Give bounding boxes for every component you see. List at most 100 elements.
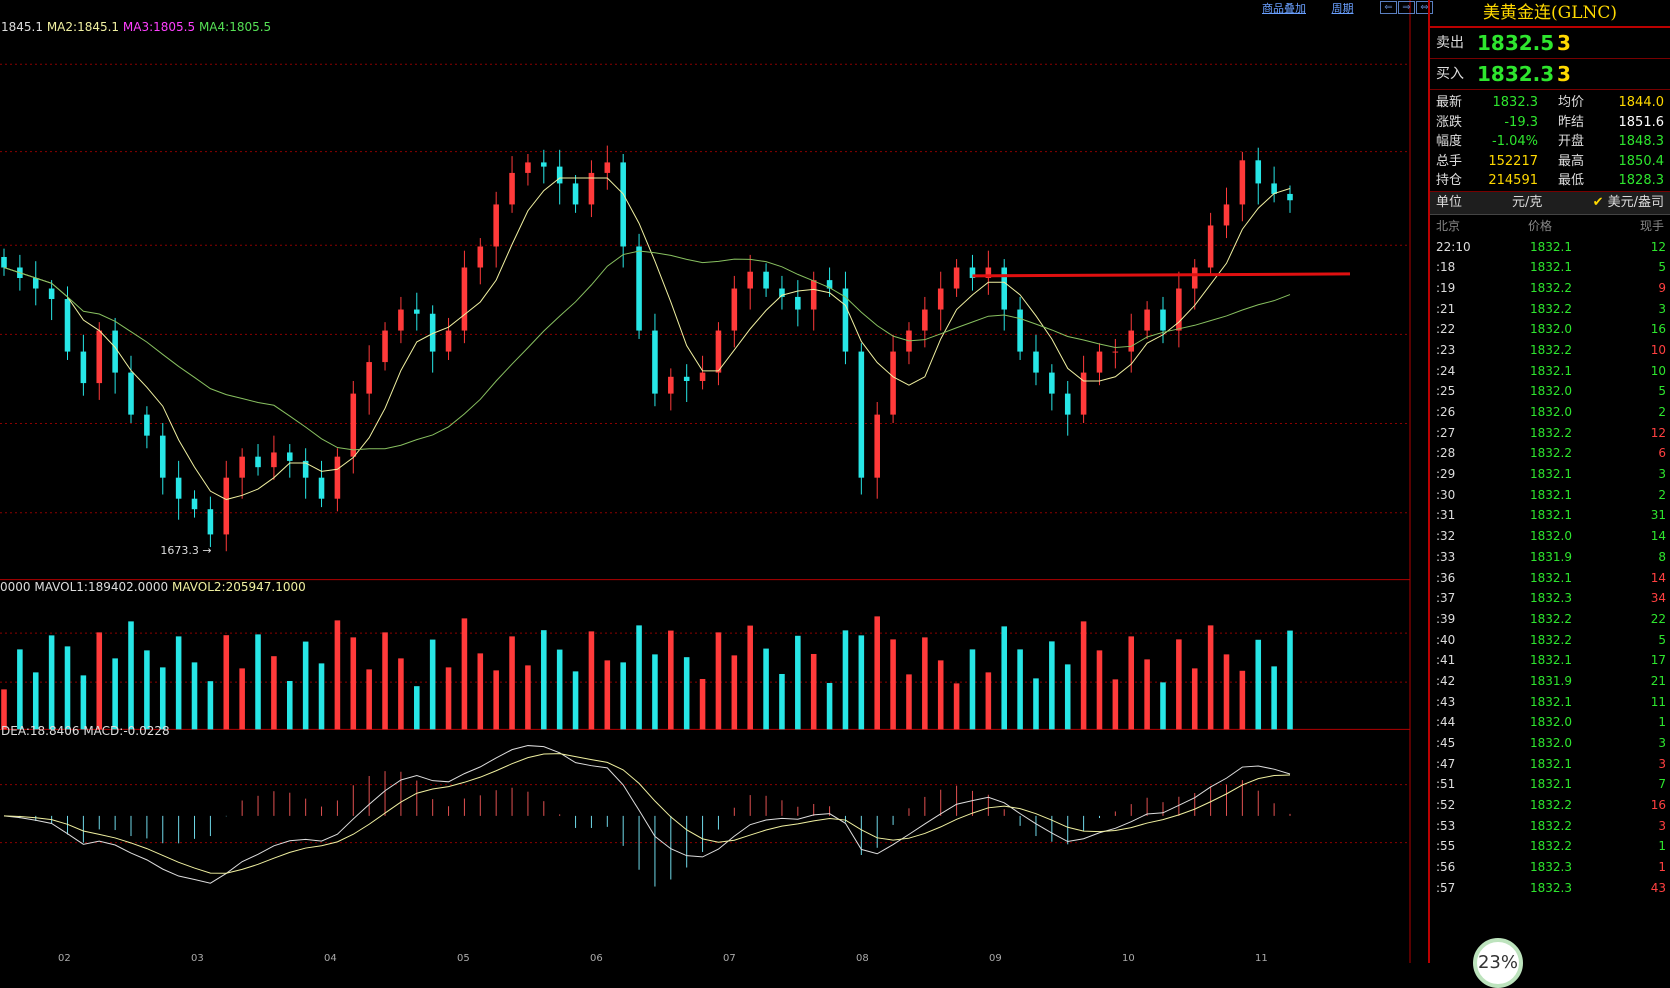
- volume-bar: [1207, 625, 1214, 730]
- volume-bar: [223, 635, 230, 730]
- volume-bar: [668, 630, 674, 730]
- candle-body: [461, 267, 468, 331]
- macd-value: MACD:-0.0228: [83, 724, 170, 738]
- candle-body: [969, 267, 976, 279]
- candle-body: [239, 456, 245, 478]
- stat-value: 1832.3: [1492, 95, 1539, 110]
- tick-qty: 8: [1658, 549, 1666, 564]
- volume-bar: [1128, 636, 1135, 730]
- tick-price: 1832.1: [1530, 487, 1572, 502]
- stat-label: 均价: [1558, 95, 1585, 110]
- candle-body: [890, 351, 896, 415]
- bid-qty: 3: [1557, 62, 1571, 86]
- tick-header-time: 北京: [1436, 218, 1461, 233]
- volume-bar: [414, 686, 420, 730]
- volume-bar: [1144, 659, 1150, 730]
- ma3-value: MA3:1805.5: [122, 20, 196, 34]
- period-link[interactable]: 周期: [1331, 2, 1354, 15]
- ask-qty: 3: [1557, 31, 1571, 55]
- x-tick-label: 07: [723, 953, 736, 963]
- volume-bar: [334, 620, 341, 730]
- tick-qty: 3: [1658, 818, 1666, 833]
- volume-bar: [636, 625, 642, 730]
- volume-bar: [1, 689, 7, 730]
- tick-time: :42: [1436, 673, 1456, 688]
- tick-time: :28: [1436, 446, 1456, 461]
- tick-time: :24: [1436, 363, 1456, 378]
- tick-price: 1832.1: [1530, 756, 1572, 771]
- candle-body: [842, 288, 849, 352]
- candle-body: [286, 452, 293, 461]
- chart-area[interactable]: 1673.3 → 02 03 04 05 06 07 08 09 10 11: [0, 0, 1428, 963]
- tick-price: 1832.2: [1530, 798, 1572, 813]
- expand-icon[interactable]: ⇔: [1416, 1, 1433, 14]
- support-line: [972, 272, 1351, 278]
- right-arrow-icon[interactable]: ⇒: [1398, 1, 1415, 14]
- volume-bar: [1001, 626, 1008, 730]
- volume-bar: [17, 649, 23, 730]
- left-arrow-icon[interactable]: ⇐: [1380, 1, 1397, 14]
- tick-row: :32 1832.0 14: [1430, 526, 1670, 547]
- volume-bar: [302, 641, 309, 730]
- x-tick-label: 05: [457, 953, 470, 963]
- tick-row: :39 1832.2 22: [1430, 609, 1670, 630]
- candle-body: [588, 172, 595, 205]
- volume-bar: [1160, 682, 1166, 730]
- check-icon: ✔: [1592, 194, 1604, 210]
- overlay-link[interactable]: 商品叠加: [1262, 2, 1306, 15]
- candle-body: [350, 393, 357, 457]
- volume-bar: [937, 660, 944, 730]
- candle-body: [525, 162, 531, 173]
- stat-value: 1851.6: [1618, 114, 1665, 130]
- tick-price: 1832.1: [1530, 694, 1572, 709]
- tick-qty: 2: [1658, 487, 1666, 502]
- tick-row: :42 1831.9 21: [1430, 671, 1670, 692]
- volume-bar: [525, 665, 531, 730]
- volume-bar: [48, 635, 55, 730]
- volume-bar: [763, 648, 769, 730]
- tick-qty: 1: [1658, 839, 1666, 854]
- candle-body: [683, 376, 690, 381]
- tick-row: :23 1832.2 10: [1430, 340, 1670, 361]
- candle-body: [652, 330, 658, 394]
- candle-body: [1033, 351, 1039, 373]
- tick-time: :19: [1436, 280, 1456, 295]
- candle-body: [318, 477, 325, 499]
- candle-body: [382, 330, 388, 363]
- tick-time: :52: [1436, 798, 1456, 813]
- tick-row: :29 1832.1 3: [1430, 464, 1670, 485]
- unit-label: 单位: [1436, 194, 1463, 210]
- volume-bar: [890, 639, 896, 730]
- volume-bar: [1049, 641, 1055, 730]
- unit-usd[interactable]: ✔ 美元/盎司: [1593, 192, 1664, 214]
- candle-body: [620, 162, 626, 247]
- unit-cny[interactable]: 元/克: [1512, 194, 1543, 210]
- candle-body: [429, 313, 436, 352]
- candle-body: [747, 271, 753, 289]
- tick-time: :21: [1436, 301, 1456, 316]
- volume-bar: [382, 632, 388, 730]
- tick-row: :53 1832.2 3: [1430, 816, 1670, 837]
- volume-bar: [366, 669, 372, 730]
- volume-bar: [953, 683, 960, 730]
- tick-list[interactable]: 22:10 1832.1 12:18 1832.1 5:19 1832.2 9:21 1832…: [1430, 237, 1670, 899]
- volume-bar: [1112, 679, 1119, 730]
- ma-slow-line: [3, 250, 1291, 451]
- chart-toolbar: 商品叠加 周期: [1262, 0, 1376, 16]
- tick-time: :45: [1436, 736, 1456, 750]
- candle-body: [80, 351, 87, 384]
- ask-label: 卖出: [1436, 35, 1464, 51]
- progress-badge[interactable]: 23%: [1473, 938, 1523, 988]
- candle-body: [922, 309, 928, 331]
- candle-body: [159, 435, 166, 478]
- x-tick-label: 09: [989, 953, 1002, 963]
- tick-price: 1832.3: [1530, 860, 1572, 875]
- tick-row: :31 1832.1 31: [1430, 505, 1670, 526]
- candle-body: [477, 246, 484, 268]
- stat-row: 幅度 -1.04% 开盘 1848.3: [1430, 132, 1670, 152]
- tick-qty: 16: [1650, 322, 1666, 337]
- candle-body: [1080, 372, 1087, 415]
- candle-body: [779, 288, 785, 297]
- tick-price: 1832.1: [1530, 363, 1572, 378]
- tick-row: :45 1832.0 3: [1430, 733, 1670, 754]
